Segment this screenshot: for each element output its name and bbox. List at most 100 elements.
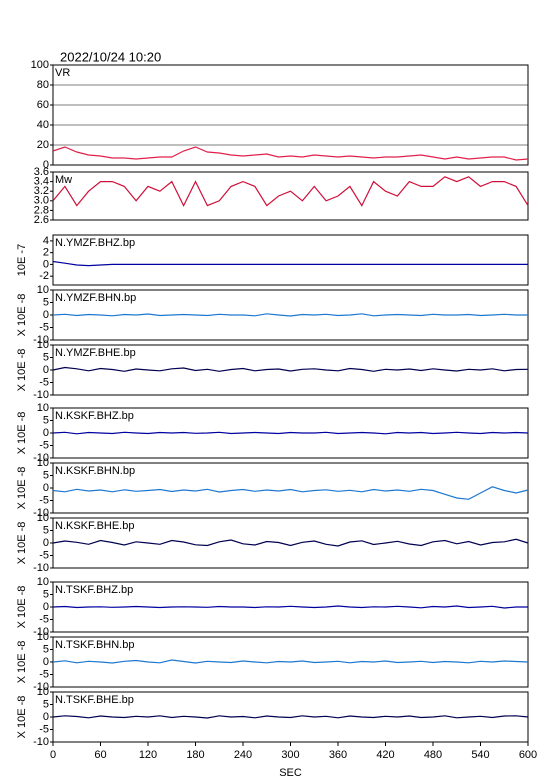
y-tick-label: 0 xyxy=(43,711,49,723)
trace xyxy=(52,538,529,547)
y-tick-label: 0 xyxy=(43,159,49,171)
y-tick-label: 5 xyxy=(43,698,49,710)
x-tick-label: 0 xyxy=(50,749,56,761)
y-tick-label: 10 xyxy=(37,457,49,469)
y-tick-label: 40 xyxy=(37,119,49,131)
x-tick-label: 180 xyxy=(186,749,204,761)
y-tick-label: -10 xyxy=(33,681,49,693)
trace xyxy=(52,605,528,609)
y-axis-label: X 10E -8 xyxy=(16,696,28,739)
y-tick-label: 0 xyxy=(43,482,49,494)
y-tick-label: 10 xyxy=(37,402,49,414)
y-tick-label: 0 xyxy=(43,601,49,613)
x-tick-label: 360 xyxy=(329,749,347,761)
y-tick-label: 100 xyxy=(31,59,49,71)
panel-frame xyxy=(52,64,529,166)
trace xyxy=(52,260,528,267)
y-tick-label: -10 xyxy=(33,452,49,464)
y-axis-label: X 10E -8 xyxy=(16,586,28,629)
y-tick-label: 10 xyxy=(37,339,49,351)
y-tick-label: 5 xyxy=(43,588,49,600)
x-tick-label: 120 xyxy=(139,749,157,761)
panel-label: N.KSKF.BHN.bp xyxy=(55,465,135,477)
y-tick-label: 0 xyxy=(43,364,49,376)
y-tick-label: -10 xyxy=(33,507,49,519)
panel-label: N.KSKF.BHE.bp xyxy=(55,520,134,532)
y-tick-label: 10 xyxy=(37,284,49,296)
y-tick-label: 0 xyxy=(43,537,49,549)
x-tick-label: 420 xyxy=(376,749,394,761)
y-tick-label: 3.4 xyxy=(34,176,49,188)
panel-label: VR xyxy=(55,67,70,79)
y-tick-label: 10 xyxy=(37,512,49,524)
y-tick-label: -5 xyxy=(39,494,49,506)
y-tick-label: -5 xyxy=(39,549,49,561)
trace xyxy=(52,366,529,372)
y-tick-label: -10 xyxy=(33,562,49,574)
y-tick-label: 10 xyxy=(37,686,49,698)
panel-label: N.TSKF.BHN.bp xyxy=(55,639,134,651)
trace xyxy=(52,659,529,664)
y-axis-label: X 10E -8 xyxy=(16,349,28,392)
y-tick-label: 5 xyxy=(43,296,49,308)
y-tick-label: 5 xyxy=(43,351,49,363)
panel-label: N.TSKF.BHE.bp xyxy=(55,694,134,706)
timestamp: 2022/10/24 10:20 xyxy=(60,49,161,64)
y-tick-label: -5 xyxy=(39,613,49,625)
y-tick-label: -5 xyxy=(39,321,49,333)
y-tick-label: -2 xyxy=(39,270,49,282)
x-tick-label: 240 xyxy=(234,749,252,761)
y-tick-label: 20 xyxy=(37,139,49,151)
y-tick-label: 5 xyxy=(43,643,49,655)
y-tick-label: -10 xyxy=(33,334,49,346)
y-tick-label: 3.6 xyxy=(34,166,49,178)
y-tick-label: 3.2 xyxy=(34,185,49,197)
trace xyxy=(52,146,529,161)
y-tick-label: 5 xyxy=(43,414,49,426)
y-axis-label: 10E -7 xyxy=(16,244,28,276)
y-tick-label: -5 xyxy=(39,723,49,735)
y-tick-label: 0 xyxy=(43,656,49,668)
y-axis-label: X 10E -8 xyxy=(16,294,28,337)
y-tick-label: 5 xyxy=(43,524,49,536)
y-tick-label: 10 xyxy=(37,576,49,588)
x-tick-label: 600 xyxy=(519,749,537,761)
trace xyxy=(52,431,529,435)
panel-label: N.YMZF.BHZ.bp xyxy=(55,237,135,249)
x-tick-label: 540 xyxy=(471,749,489,761)
trace xyxy=(52,176,529,207)
panel-label: N.TSKF.BHZ.bp xyxy=(55,584,133,596)
x-axis-label: SEC xyxy=(279,767,302,779)
trace xyxy=(52,313,528,317)
panel-label: N.YMZF.BHE.bp xyxy=(55,347,136,359)
y-tick-label: 2.6 xyxy=(34,214,49,226)
x-tick-label: 300 xyxy=(281,749,299,761)
y-tick-label: 0 xyxy=(43,427,49,439)
y-axis-label: X 10E -8 xyxy=(16,467,28,510)
y-axis-label: X 10E -8 xyxy=(16,522,28,565)
y-tick-label: -5 xyxy=(39,376,49,388)
panel-label: N.YMZF.BHN.bp xyxy=(55,292,136,304)
y-tick-label: -10 xyxy=(33,626,49,638)
y-tick-label: 5 xyxy=(43,469,49,481)
y-tick-label: 2 xyxy=(43,247,49,259)
panel-frame xyxy=(52,234,529,286)
trace xyxy=(52,715,529,719)
y-axis-label: X 10E -8 xyxy=(16,412,28,455)
panel-label: N.KSKF.BHZ.bp xyxy=(55,410,134,422)
panel-frame xyxy=(52,171,529,221)
y-tick-label: 10 xyxy=(37,631,49,643)
y-tick-label: 2.8 xyxy=(34,204,49,216)
x-tick-label: 60 xyxy=(94,749,106,761)
y-tick-label: -10 xyxy=(33,389,49,401)
y-tick-label: 80 xyxy=(37,79,49,91)
y-tick-label: -5 xyxy=(39,439,49,451)
y-tick-label: 4 xyxy=(43,235,49,247)
y-tick-label: 60 xyxy=(37,99,49,111)
panel-label: Mw xyxy=(55,174,72,186)
trace xyxy=(52,486,529,500)
y-tick-label: -5 xyxy=(39,668,49,680)
y-axis-label: X 10E -8 xyxy=(16,641,28,684)
y-tick-label: 0 xyxy=(43,258,49,270)
